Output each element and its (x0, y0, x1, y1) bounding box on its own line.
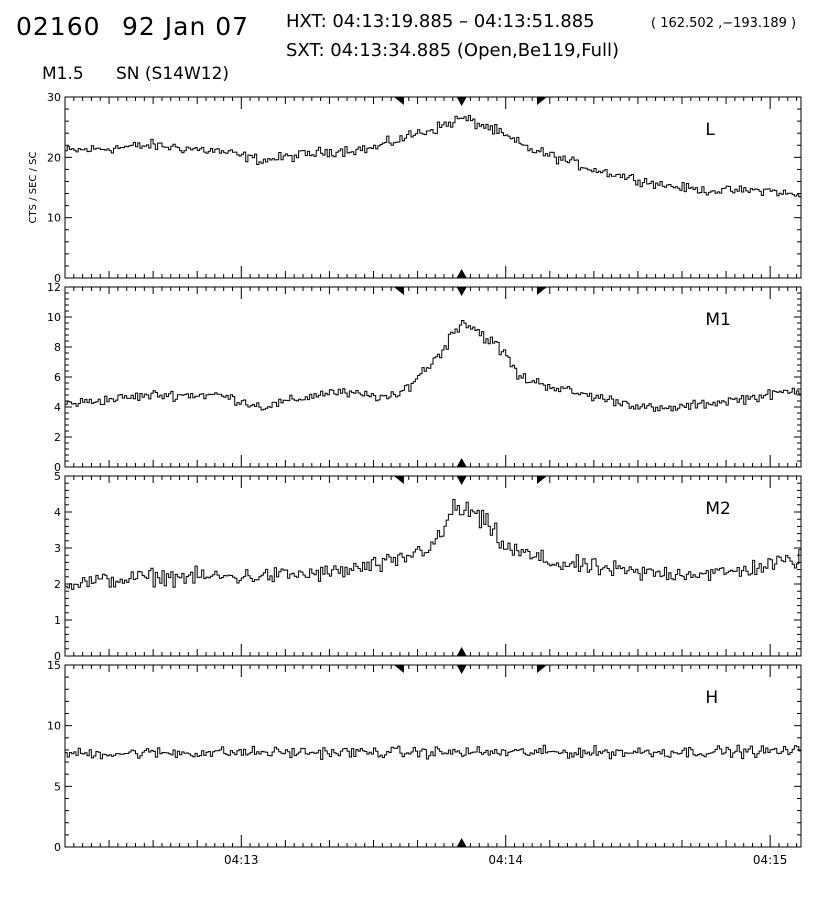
y-tick-label: 20 (47, 151, 61, 164)
sxt-time-line: SXT: 04:13:34.885 (Open,Be119,Full) (286, 40, 620, 61)
y-tick-label: 3 (54, 542, 61, 555)
sxt-time-marker (456, 838, 467, 847)
hxt-end-marker (536, 287, 547, 295)
y-tick-label: 10 (47, 311, 61, 324)
sxt-time-marker (456, 97, 467, 106)
flare-location: SN (S14W12) (116, 64, 230, 84)
y-tick-label: 0 (54, 461, 61, 474)
x-tick-label: 04:13 (224, 853, 259, 867)
y-tick-label: 6 (54, 371, 61, 384)
sxt-time-marker (456, 476, 467, 485)
hxt-start-marker (393, 97, 404, 105)
y-tick-label: 15 (47, 659, 61, 672)
y-axis-label: CTS / SEC / SC (28, 152, 39, 224)
y-tick-label: 1 (54, 614, 61, 627)
y-tick-label: 4 (54, 506, 61, 519)
y-tick-label: 5 (54, 780, 61, 793)
y-tick-label: 0 (54, 272, 61, 285)
hxt-coordinates: ( 162.502 ,−193.189 ) (651, 16, 797, 31)
event-id: 02160 (16, 12, 101, 41)
event-date: 92 Jan 07 (122, 12, 250, 41)
y-tick-label: 0 (54, 841, 61, 854)
y-tick-label: 2 (54, 431, 61, 444)
y-tick-label: 10 (47, 212, 61, 225)
hxt-start-marker (393, 476, 404, 484)
panel-label: M1 (705, 310, 730, 330)
sxt-time-marker (456, 458, 467, 467)
hxt-start-marker (393, 287, 404, 295)
y-tick-label: 10 (47, 720, 61, 733)
panel-frame (64, 286, 802, 468)
x-tick-label: 04:15 (753, 853, 788, 867)
y-tick-label: 12 (47, 281, 61, 294)
panel-frame (64, 664, 802, 848)
hxt-time-range: HXT: 04:13:19.885 – 04:13:51.885 (286, 11, 595, 32)
panel-label: M2 (705, 499, 730, 519)
hxt-end-marker (536, 97, 547, 105)
y-tick-label: 2 (54, 578, 61, 591)
flare-class: M1.5 (42, 64, 84, 84)
y-tick-label: 8 (54, 341, 61, 354)
panel-frame (64, 96, 802, 279)
lightcurve-series (65, 320, 801, 412)
lightcurve-series (65, 114, 801, 198)
sxt-time-marker (456, 665, 467, 674)
lightcurve-series (65, 499, 801, 590)
panel-label: L (705, 120, 715, 140)
lightcurve-series (65, 744, 801, 760)
x-tick-label: 04:14 (488, 853, 523, 867)
hxt-start-marker (393, 665, 404, 673)
y-tick-label: 0 (54, 650, 61, 663)
y-tick-label: 30 (47, 91, 61, 104)
y-tick-label: 5 (54, 470, 61, 483)
sxt-time-marker (456, 287, 467, 296)
sxt-time-marker (456, 647, 467, 656)
hxt-end-marker (536, 665, 547, 673)
panel-label: H (705, 688, 718, 708)
panel-frame (64, 475, 802, 657)
sxt-time-marker (456, 269, 467, 278)
hxt-end-marker (536, 476, 547, 484)
y-tick-label: 4 (54, 401, 61, 414)
